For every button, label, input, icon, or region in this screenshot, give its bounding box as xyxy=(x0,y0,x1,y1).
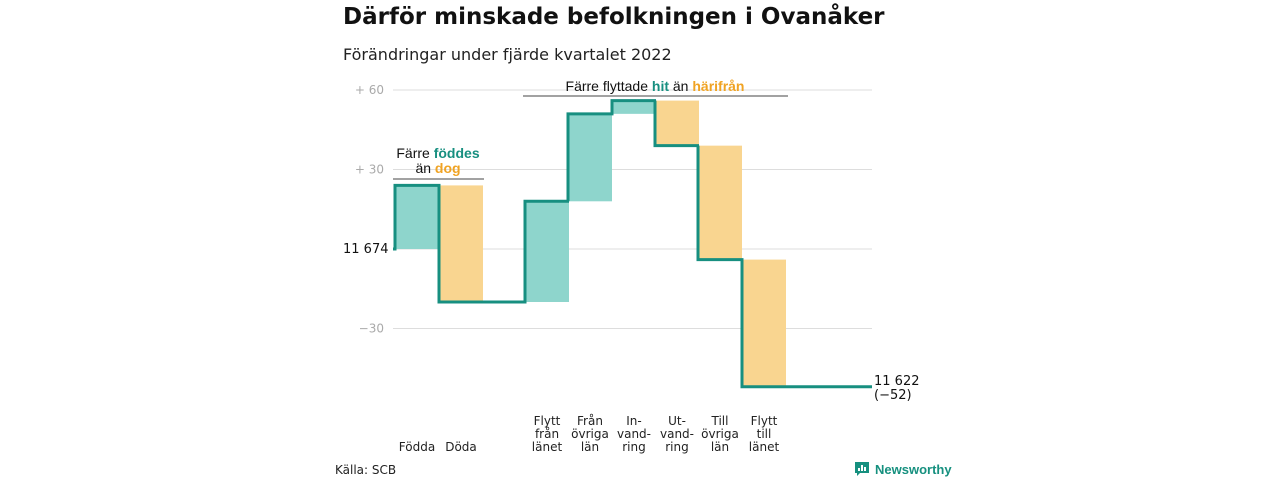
bar-döda[interactable] xyxy=(439,185,483,302)
annotation-birth-highlight: föddes xyxy=(434,145,480,161)
category-label-1-0: Döda xyxy=(445,440,477,454)
annotation-birth-text: Färre xyxy=(396,145,433,161)
cumulative-step-line xyxy=(393,99,872,389)
category-label-3-2: län xyxy=(581,440,599,454)
bar-in--vand--ring[interactable] xyxy=(612,100,656,114)
waterfall-bars xyxy=(395,100,786,387)
annotation-death-highlight: dog xyxy=(435,160,461,176)
category-label-2-2: länet xyxy=(532,440,563,454)
category-label-3-1: övriga xyxy=(571,427,609,441)
end-change-label: (−52) xyxy=(874,388,912,403)
svg-text:Färre föddes: Färre föddes xyxy=(396,145,479,161)
chart-title: Därför minskade befolkningen i Ovanåker xyxy=(343,4,885,30)
y-tick-label-0: + 60 xyxy=(355,83,384,97)
bar-ut--vand--ring[interactable] xyxy=(655,100,699,146)
category-label-0-0: Födda xyxy=(399,440,435,454)
category-label-5-1: vand- xyxy=(660,427,694,441)
bar-flytt-till-länet[interactable] xyxy=(742,259,786,387)
category-label-4-2: ring xyxy=(622,440,646,454)
category-label-6-1: övriga xyxy=(701,427,739,441)
bar-till-övriga-län[interactable] xyxy=(698,145,742,260)
brand-logo[interactable]: Newsworthy xyxy=(854,461,952,477)
category-label-6-2: län xyxy=(711,440,729,454)
y-tick-labels: + 60 + 30 −30 xyxy=(355,83,384,336)
category-label-7-2: länet xyxy=(749,440,780,454)
category-labels: Födda DödaFlyttfrånlänetFrånövrigalänIn-v… xyxy=(399,414,780,454)
y-tick-label-1: + 30 xyxy=(355,163,384,177)
source-note: Källa: SCB xyxy=(335,463,397,477)
annotation-migration: Färre flyttade hit än härifrån xyxy=(523,78,788,97)
bar-födda[interactable] xyxy=(395,185,439,249)
category-label-6-0: Till xyxy=(711,414,729,428)
svg-text:Färre flyttade hit än härifrån: Färre flyttade hit än härifrån xyxy=(566,78,745,94)
annotation-migration-harifran: härifrån xyxy=(692,78,744,94)
category-label-4-1: vand- xyxy=(617,427,651,441)
annotation-death-text: än xyxy=(415,160,434,176)
category-label-3-0: Från xyxy=(577,414,603,428)
annotation-migration-hit: hit xyxy=(652,78,669,94)
category-label-4-0: In- xyxy=(626,414,641,428)
end-value-label: 11 622 xyxy=(874,374,920,389)
y-tick-label-2: −30 xyxy=(359,322,384,336)
brand-name: Newsworthy xyxy=(875,461,952,477)
newsworthy-icon xyxy=(855,462,869,476)
category-label-5-2: ring xyxy=(665,440,689,454)
svg-text:än dog: än dog xyxy=(415,160,460,176)
start-value-label: 11 674 xyxy=(343,242,389,257)
category-label-2-0: Flytt xyxy=(534,414,561,428)
category-label-2-1: från xyxy=(535,427,559,441)
bar-från-övriga-län[interactable] xyxy=(568,113,612,202)
annotation-migration-middle: än xyxy=(669,78,692,94)
bar-flytt-från-länet[interactable] xyxy=(525,201,569,302)
category-label-7-0: Flytt xyxy=(751,414,778,428)
category-label-5-0: Ut- xyxy=(668,414,686,428)
chart-subtitle: Förändringar under fjärde kvartalet 2022 xyxy=(343,45,672,64)
annotation-birth-death: Färre föddes än dog xyxy=(393,145,484,180)
annotation-migration-text: Färre flyttade xyxy=(566,78,652,94)
category-label-7-1: till xyxy=(757,427,772,441)
